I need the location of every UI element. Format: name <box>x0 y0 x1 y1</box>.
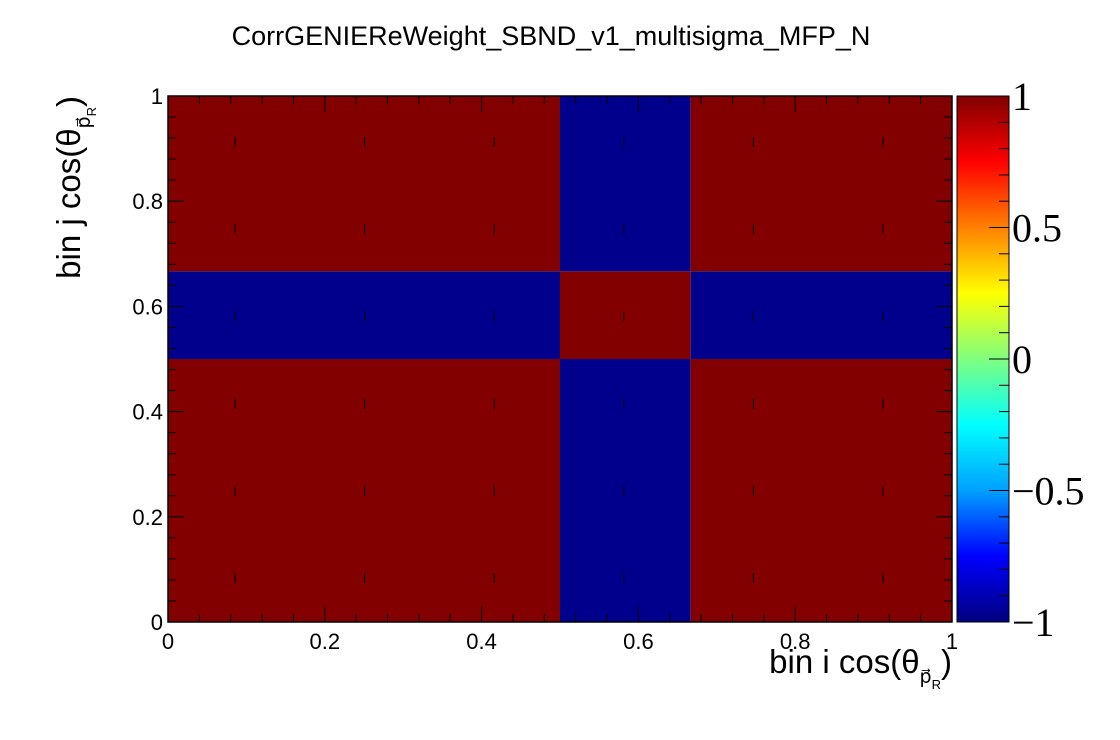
y-tick-label: 0.6 <box>132 294 163 319</box>
colorbar-tick-label: 0.5 <box>1012 206 1062 251</box>
colorbar-tick-label: 1 <box>1012 74 1032 119</box>
x-axis-label: bin i cos(θp⃗R) <box>769 643 952 692</box>
chart-title: CorrGENIEReWeight_SBND_v1_multisigma_MFP… <box>232 21 871 51</box>
y-tick-label: 1 <box>151 84 163 109</box>
y-tick-label: 0.4 <box>132 400 163 425</box>
y-axis-label: bin j cos(θp⃗R) <box>50 96 99 279</box>
heatmap-cell-0-0 <box>168 359 560 622</box>
heatmap-cell-0-1 <box>168 271 560 359</box>
heatmap-cell-1-0 <box>560 359 691 622</box>
x-axis: 0 0.2 0.4 0.6 0.8 1 <box>162 96 958 654</box>
x-tick-label: 0.4 <box>466 629 497 654</box>
bin-center-markers <box>234 137 884 583</box>
heatmap-cell-2-2 <box>690 96 952 272</box>
heatmap-cell-2-0 <box>690 359 952 622</box>
x-tick-label: 0.2 <box>310 629 341 654</box>
x-tick-label: 0.8 <box>780 629 811 654</box>
heatmap-cell-2-1 <box>690 271 952 359</box>
x-tick-label: 0.6 <box>623 629 654 654</box>
x-tick-label: 1 <box>946 629 958 654</box>
y-tick-label: 0 <box>151 610 163 635</box>
y-tick-label: 0.8 <box>132 189 163 214</box>
colorbar-tick-label: −0.5 <box>1012 469 1085 514</box>
y-tick-label: 0.2 <box>132 505 163 530</box>
colorbar-tick-label: 0 <box>1012 337 1032 382</box>
heatmap-cell-1-1 <box>560 271 691 359</box>
heatmap-cells <box>168 96 952 622</box>
heatmap-cell-1-2 <box>560 96 691 272</box>
x-tick-label: 0 <box>162 629 174 654</box>
colorbar: −1 −0.5 0 0.5 1 <box>956 74 1085 645</box>
heatmap-cell-0-2 <box>168 96 560 272</box>
plot-frame <box>167 95 953 623</box>
colorbar-tick-label: −1 <box>1012 600 1055 645</box>
y-axis: 0 0.2 0.4 0.6 0.8 1 <box>132 84 952 635</box>
